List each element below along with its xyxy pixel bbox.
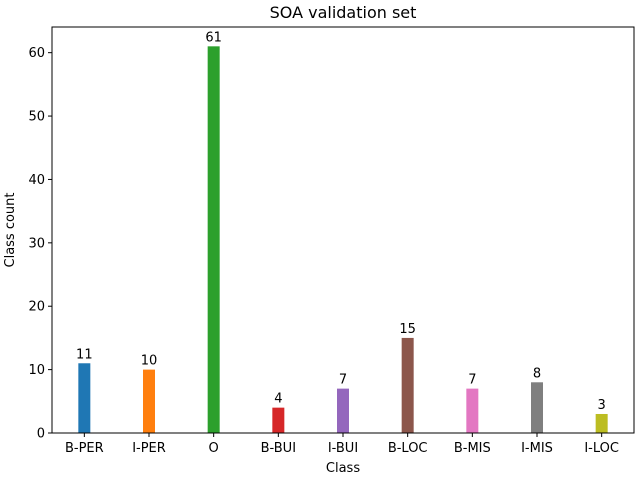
bar-i-loc: [595, 413, 608, 433]
x-tick-label: I-MIS: [521, 441, 553, 456]
y-tick-label: 40: [28, 173, 45, 188]
y-tick-label: 10: [28, 363, 45, 378]
bar-i-bui: [337, 388, 349, 433]
bar-value-labels: 11 10 61 4 7 15 7 8 3: [76, 30, 606, 413]
bar-value-label: 7: [339, 373, 347, 388]
y-axis: 0 10 20 30 40 50 60: [28, 46, 52, 442]
bar-b-bui: [272, 407, 285, 433]
x-tick-label: I-LOC: [584, 441, 619, 456]
y-tick-label: 60: [28, 46, 45, 61]
bar-b-mis: [466, 388, 479, 433]
x-tick-label: B-BUI: [261, 441, 296, 456]
bar-value-label: 7: [468, 373, 476, 388]
y-tick-label: 20: [28, 300, 45, 315]
y-axis-label: Class count: [3, 192, 18, 267]
x-axis-label: Class: [326, 461, 360, 476]
bar-b-per: [78, 363, 91, 433]
x-tick-label: I-PER: [132, 441, 166, 456]
y-tick-label: 30: [28, 236, 45, 251]
y-tick-label: 0: [37, 427, 45, 442]
bar-i-per: [143, 369, 155, 433]
bar-value-label: 8: [533, 366, 541, 381]
bar-value-label: 3: [598, 398, 606, 413]
bar-b-loc: [401, 337, 414, 433]
bar-value-label: 11: [76, 347, 93, 362]
x-tick-label: B-MIS: [454, 441, 491, 456]
x-tick-label: B-LOC: [388, 441, 428, 456]
bars-group: [78, 46, 608, 433]
chart-title: SOA validation set: [270, 3, 417, 22]
x-tick-label: B-PER: [65, 441, 104, 456]
bar-value-label: 4: [274, 392, 282, 407]
bar-o: [207, 46, 220, 433]
bar-value-label: 61: [205, 30, 222, 45]
plot-frame: [51, 26, 635, 434]
bar-i-mis: [531, 382, 543, 433]
y-tick-label: 50: [28, 110, 45, 125]
bar-value-label: 10: [141, 354, 158, 369]
x-tick-label: I-BUI: [328, 441, 358, 456]
bar-value-label: 15: [399, 322, 416, 337]
x-axis: B-PER I-PER O B-BUI I-BUI B-LOC B-MIS I-MIS I-LO…: [65, 433, 619, 456]
x-tick-label: O: [209, 441, 219, 456]
